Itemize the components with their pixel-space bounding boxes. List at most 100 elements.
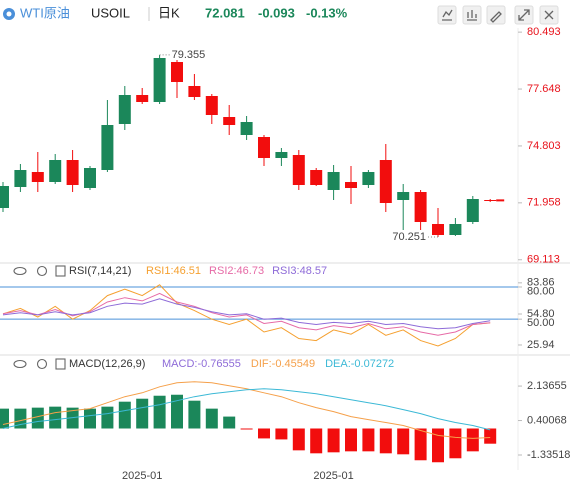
candle-body: [345, 182, 357, 188]
histogram-bar: [379, 428, 392, 454]
histogram-bar: [49, 406, 62, 429]
candle-body: [136, 95, 149, 102]
y-tick-label: 74.803: [527, 140, 561, 152]
legend-entry: MACD:-0.76555: [162, 358, 241, 370]
icon: [490, 11, 502, 23]
candle-body: [49, 160, 62, 182]
eye-icon[interactable]: [13, 266, 27, 276]
y-tick-label: 80.00: [527, 286, 555, 298]
histogram-bar: [414, 428, 427, 461]
candle-body: [84, 168, 96, 188]
legend-entry: RSI1:46.51: [146, 265, 201, 277]
candle-body: [240, 122, 253, 135]
histogram-bar: [223, 416, 236, 429]
x-tick-label: 2025-01: [122, 470, 162, 482]
candle-body: [484, 200, 497, 201]
candle-body: [118, 95, 131, 124]
histogram-bar: [362, 428, 375, 452]
candle-body: [397, 192, 410, 200]
histogram-bar: [0, 408, 9, 429]
candle-body: [66, 160, 79, 185]
histogram-bar: [205, 408, 218, 429]
x-tick-label: 2025-01: [313, 470, 353, 482]
gear-icon[interactable]: [36, 265, 48, 277]
rsi-line: [2, 298, 491, 330]
histogram-bar: [484, 428, 497, 444]
indicator-title: MACD(12,26,9): [69, 358, 145, 370]
candle-body: [205, 96, 218, 115]
candle-body: [0, 186, 9, 208]
y-tick-label: 50.00: [527, 317, 555, 329]
period[interactable]: 日K: [158, 5, 180, 20]
candle-body: [14, 170, 27, 187]
histogram-bar: [31, 407, 44, 429]
icon: [544, 10, 554, 20]
macd-line: [2, 388, 491, 431]
tool-button[interactable]: [437, 5, 457, 25]
histogram-bar: [397, 428, 410, 455]
candle-body: [258, 137, 270, 158]
candle-body: [362, 172, 375, 185]
histogram-bar: [118, 401, 131, 429]
y-tick-label: 2.13655: [527, 380, 567, 392]
indicator-icons: [13, 265, 66, 370]
y-tick-label: 0.40068: [527, 414, 567, 426]
y-tick-label: 25.94: [527, 339, 555, 351]
histogram-bar: [310, 428, 323, 454]
y-tick-label: 54.80: [527, 308, 555, 320]
histogram-bar: [258, 428, 270, 439]
histogram-bar: [188, 400, 201, 429]
candle-body: [449, 224, 462, 235]
candle-body: [275, 152, 288, 158]
toolbar: [437, 5, 559, 25]
histogram-bar: [327, 428, 340, 453]
y-tick-label: -1.33518: [527, 449, 570, 461]
macd-line: [2, 381, 491, 439]
legend-entry: RSI3:48.57: [272, 265, 327, 277]
histogram-bar: [466, 428, 479, 452]
candle-body: [171, 62, 183, 82]
logo-dot: [6, 11, 12, 17]
candle-body: [466, 199, 479, 222]
candle-body: [31, 172, 44, 182]
histogram-bar: [171, 394, 183, 429]
candle-body: [188, 86, 201, 97]
low-label: 70.251: [392, 231, 426, 243]
histogram-bar: [449, 428, 462, 459]
candle-body: [379, 160, 392, 203]
instrument-name[interactable]: WTI原油: [20, 5, 70, 20]
change: -0.093: [258, 5, 295, 20]
high-label: 79.355: [172, 49, 206, 61]
change-pct: -0.13%: [306, 5, 348, 20]
histogram-bar: [153, 395, 166, 429]
y-tick-label: 80.493: [527, 26, 561, 38]
candle-body: [292, 155, 305, 185]
histogram-bar: [84, 408, 96, 429]
eye-icon[interactable]: [13, 359, 27, 369]
histogram-bar: [240, 428, 253, 430]
histogram-bar: [101, 406, 114, 429]
candle-body: [223, 117, 236, 125]
icon: [518, 9, 530, 21]
candle-body: [310, 170, 323, 185]
tool-icons: [442, 9, 554, 23]
histogram-bar: [275, 428, 288, 440]
histogram-bar: [136, 398, 149, 429]
candle-body: [432, 224, 444, 235]
legend-entry: RSI2:46.73: [209, 265, 264, 277]
price: 72.081: [205, 5, 245, 20]
gear-icon[interactable]: [36, 358, 48, 370]
legend-entry: DIF:-0.45549: [251, 358, 315, 370]
candle-body: [101, 125, 114, 170]
symbol: USOIL: [91, 5, 130, 20]
candle-body: [327, 172, 340, 190]
icon: [442, 9, 453, 21]
settings-icon[interactable]: [55, 358, 66, 370]
indicator-title: RSI(7,14,21): [69, 265, 131, 277]
candle-body: [414, 192, 427, 222]
histogram-bar: [345, 428, 357, 452]
settings-icon[interactable]: [55, 265, 66, 277]
y-tick-label: 83.86: [527, 277, 555, 289]
